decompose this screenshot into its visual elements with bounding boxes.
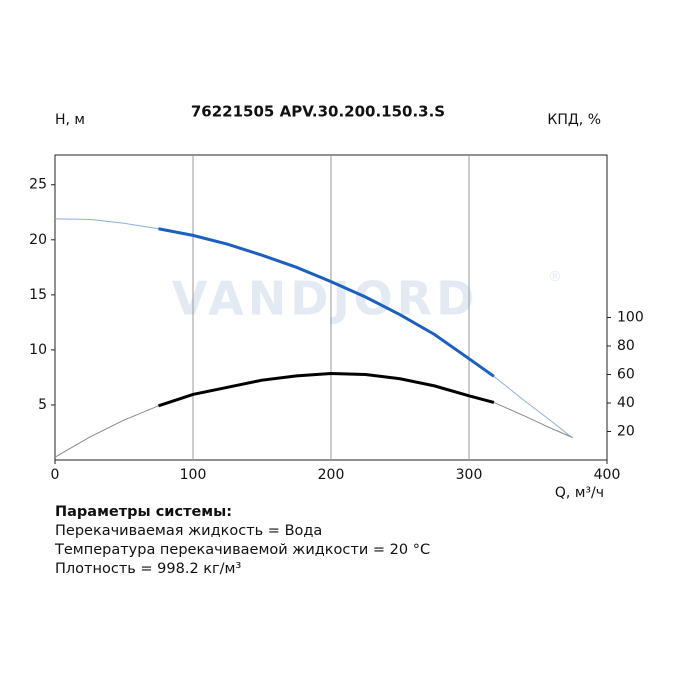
x-tick-label: 300 — [456, 467, 483, 483]
params-title: Параметры системы: — [55, 504, 232, 520]
curve-thin — [54, 218, 573, 439]
y2-tick-label: 80 — [617, 338, 635, 354]
y2-tick-label: 20 — [617, 423, 635, 439]
curve-working — [158, 371, 495, 408]
y2-tick-label: 60 — [617, 366, 635, 382]
y-tick-label: 5 — [38, 397, 47, 413]
x-tick-label: 100 — [180, 467, 207, 483]
y-tick-label: 25 — [29, 177, 47, 193]
x-tick-label: 400 — [594, 467, 621, 483]
y2-axis-label: КПД, % — [547, 112, 601, 128]
x-axis-label: Q, м³/ч — [555, 485, 604, 501]
param-line: Перекачиваемая жидкость = Вода — [55, 523, 322, 539]
curve-working — [158, 227, 495, 378]
x-tick-label: 0 — [51, 467, 60, 483]
x-tick-label: 200 — [318, 467, 345, 483]
chart-title: 76221505 APV.30.200.150.3.S — [191, 103, 445, 121]
curve-thin — [54, 372, 573, 458]
y-tick-label: 20 — [29, 232, 47, 248]
watermark-mark: ® — [548, 269, 562, 285]
y2-tick-label: 40 — [617, 395, 635, 411]
y-axis-label: H, м — [55, 112, 85, 128]
param-line: Температура перекачиваемой жидкости = 20… — [54, 542, 430, 558]
y2-tick-label: 100 — [617, 309, 644, 325]
y-tick-label: 15 — [29, 287, 47, 303]
param-line: Плотность = 998.2 кг/м³ — [55, 561, 241, 577]
y-tick-label: 10 — [29, 342, 47, 358]
watermark: VANDJORD — [172, 272, 479, 326]
